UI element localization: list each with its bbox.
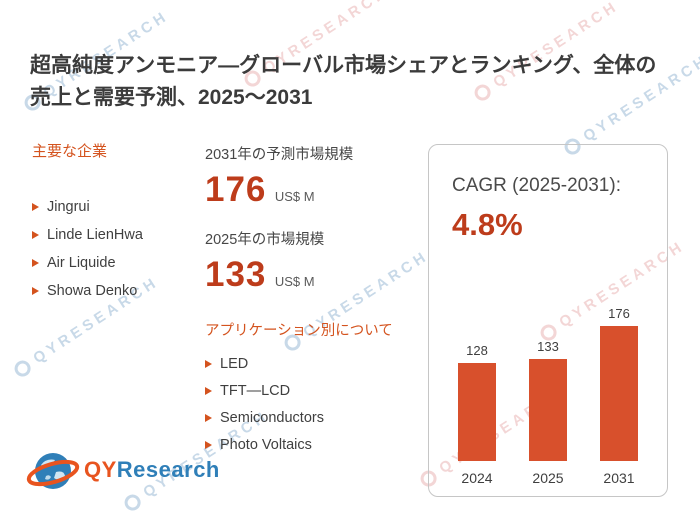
company-name: Air Liquide bbox=[47, 255, 116, 271]
list-item: Photo Voltaics bbox=[205, 437, 420, 453]
arrow-bullet-icon bbox=[205, 387, 212, 395]
current-market-size-value-row: 133 US$ M bbox=[205, 255, 420, 295]
logo-text: QYResearch bbox=[84, 457, 220, 483]
bar-category-label: 2024 bbox=[461, 470, 493, 486]
market-size-section: 2031年の予測市場規模 176 US$ M 2025年の市場規模 133 US… bbox=[205, 143, 420, 464]
forecast-market-size-value-row: 176 US$ M bbox=[205, 170, 420, 210]
cagr-chart-card: CAGR (2025-2031): 4.8% 128 2024 133 2025 176… bbox=[428, 144, 668, 497]
arrow-bullet-icon bbox=[205, 360, 212, 368]
bar bbox=[529, 359, 567, 461]
arrow-bullet-icon bbox=[32, 259, 39, 267]
qyresearch-logo: QYResearch bbox=[26, 443, 220, 497]
current-market-size-value: 133 bbox=[205, 255, 267, 294]
page-title: 超高純度アンモニア―グローバル市場シェアとランキング、全体の売上と需要予測、20… bbox=[30, 54, 657, 109]
list-item: Semiconductors bbox=[205, 410, 420, 426]
logo-text-qy: QY bbox=[84, 457, 117, 482]
cagr-label: CAGR (2025-2031): bbox=[452, 175, 621, 196]
forecast-market-size-unit: US$ M bbox=[274, 189, 315, 204]
current-market-size-unit: US$ M bbox=[274, 274, 315, 289]
applications-heading: アプリケーション別について bbox=[205, 323, 393, 339]
company-name: Linde LienHwa bbox=[47, 227, 143, 243]
bar-value-label: 133 bbox=[537, 339, 559, 354]
list-item: Jingrui bbox=[32, 199, 197, 215]
bar-category-label: 2031 bbox=[603, 470, 635, 486]
key-companies-section: 主要な企業 Jingrui Linde LienHwa Air Liquide … bbox=[32, 140, 197, 311]
current-market-size-label: 2025年の市場規模 bbox=[205, 232, 325, 248]
list-item: Air Liquide bbox=[32, 255, 197, 271]
list-item: Showa Denko bbox=[32, 283, 197, 299]
arrow-bullet-icon bbox=[205, 441, 212, 449]
applications-list: LED TFT—LCD Semiconductors Photo Voltaic… bbox=[205, 356, 420, 453]
arrow-bullet-icon bbox=[32, 287, 39, 295]
watermark-ring-icon bbox=[11, 357, 34, 380]
bar bbox=[458, 363, 496, 461]
bar-group: 128 2024 bbox=[449, 343, 505, 486]
key-companies-list: Jingrui Linde LienHwa Air Liquide Showa … bbox=[32, 199, 197, 299]
globe-icon bbox=[26, 453, 80, 489]
bar-group: 133 2025 bbox=[520, 339, 576, 486]
forecast-market-size-value: 176 bbox=[205, 170, 267, 209]
bar-value-label: 128 bbox=[466, 343, 488, 358]
list-item: Linde LienHwa bbox=[32, 227, 197, 243]
forecast-market-size-label: 2031年の予測市場規模 bbox=[205, 147, 354, 163]
cagr-value: 4.8% bbox=[452, 207, 523, 242]
bar-category-label: 2025 bbox=[532, 470, 564, 486]
company-name: Jingrui bbox=[47, 199, 90, 215]
list-item: TFT—LCD bbox=[205, 383, 420, 399]
application-name: Semiconductors bbox=[220, 410, 324, 426]
bar bbox=[600, 326, 638, 461]
arrow-bullet-icon bbox=[205, 414, 212, 422]
arrow-bullet-icon bbox=[32, 203, 39, 211]
application-name: LED bbox=[220, 356, 249, 372]
logo-text-research: Research bbox=[116, 457, 220, 482]
application-name: Photo Voltaics bbox=[220, 437, 312, 453]
bar-group: 176 2031 bbox=[591, 306, 647, 486]
arrow-bullet-icon bbox=[32, 231, 39, 239]
list-item: LED bbox=[205, 356, 420, 372]
application-name: TFT—LCD bbox=[220, 383, 291, 399]
bar-value-label: 176 bbox=[608, 306, 630, 321]
company-name: Showa Denko bbox=[47, 283, 138, 299]
bar-chart: 128 2024 133 2025 176 2031 bbox=[449, 298, 647, 486]
key-companies-heading: 主要な企業 bbox=[32, 143, 108, 160]
